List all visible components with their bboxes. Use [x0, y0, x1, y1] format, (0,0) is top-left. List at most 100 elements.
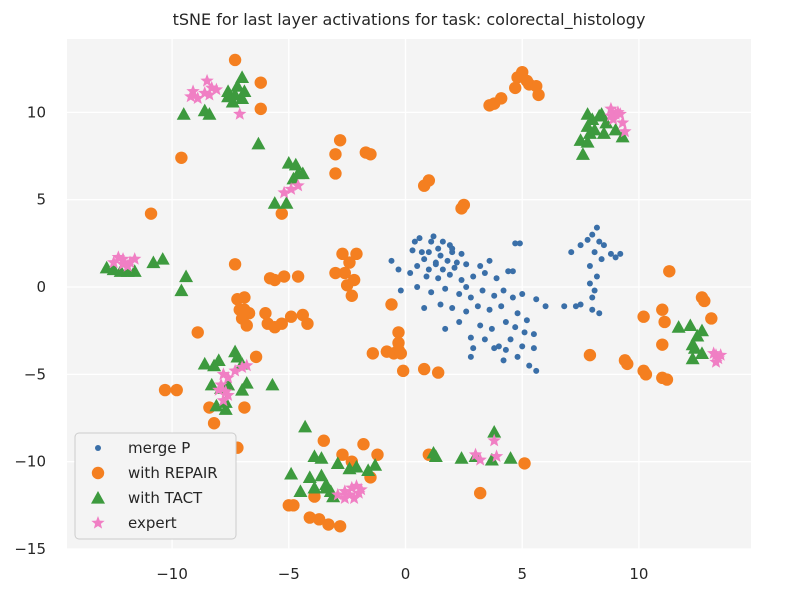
- data-point: [526, 362, 533, 369]
- data-point: [303, 511, 316, 524]
- data-point: [116, 257, 130, 270]
- data-point: [428, 289, 435, 296]
- data-point: [612, 254, 619, 261]
- data-point: [228, 53, 242, 67]
- data-point: [439, 238, 446, 245]
- legend-marker: [91, 491, 105, 504]
- data-point: [596, 126, 611, 139]
- data-point: [314, 468, 329, 482]
- data-point: [449, 245, 456, 252]
- data-point: [254, 102, 267, 116]
- data-point: [326, 489, 341, 503]
- data-point: [516, 240, 523, 247]
- data-point: [214, 377, 228, 391]
- data-point: [532, 88, 545, 102]
- legend-label: expert: [128, 514, 177, 532]
- data-point: [467, 353, 474, 360]
- data-point: [463, 261, 470, 268]
- data-point: [593, 224, 600, 231]
- data-point: [600, 242, 607, 249]
- data-point: [414, 263, 421, 270]
- data-point: [333, 134, 347, 147]
- data-point: [221, 388, 235, 401]
- data-point: [235, 91, 250, 104]
- data-point: [477, 322, 484, 329]
- data-point: [474, 486, 487, 500]
- data-point: [228, 258, 242, 271]
- data-point: [388, 257, 395, 264]
- data-point: [308, 490, 321, 503]
- data-point: [615, 129, 630, 143]
- data-point: [583, 348, 597, 362]
- data-point: [500, 357, 507, 364]
- data-point: [660, 373, 674, 386]
- data-point: [198, 86, 212, 99]
- data-point: [191, 326, 204, 339]
- data-point: [456, 291, 463, 297]
- data-point: [618, 124, 632, 138]
- data-point: [417, 179, 431, 192]
- data-point: [221, 370, 235, 384]
- data-point: [500, 287, 507, 294]
- data-point: [656, 303, 669, 316]
- data-point: [608, 122, 623, 136]
- data-point: [442, 285, 449, 292]
- data-point: [207, 417, 221, 430]
- data-point: [423, 273, 430, 280]
- data-point: [345, 480, 359, 494]
- data-point: [519, 343, 526, 350]
- data-point: [191, 91, 205, 105]
- data-point: [442, 325, 449, 332]
- data-point: [291, 178, 305, 192]
- data-point: [514, 310, 521, 317]
- data-point: [340, 279, 354, 292]
- data-point: [568, 249, 575, 256]
- data-point: [385, 298, 398, 311]
- data-point: [331, 487, 345, 501]
- data-point: [598, 256, 605, 263]
- data-point: [561, 303, 568, 310]
- legend: merge P with REPAIR with TACT expert: [74, 432, 237, 540]
- data-point: [330, 456, 345, 470]
- data-point: [411, 238, 418, 245]
- data-point: [392, 336, 405, 350]
- data-point: [421, 256, 428, 263]
- data-point: [671, 320, 686, 333]
- data-point: [366, 347, 380, 360]
- x-tick-label: 5: [517, 565, 527, 583]
- data-point: [336, 448, 349, 461]
- series-with-tact: [99, 70, 709, 503]
- data-point: [414, 284, 421, 291]
- data-point: [293, 484, 308, 497]
- data-point: [314, 451, 329, 464]
- data-point: [658, 315, 671, 329]
- data-point: [216, 367, 231, 381]
- data-point: [594, 107, 609, 120]
- data-point: [277, 185, 291, 199]
- data-point: [338, 484, 352, 498]
- data-point: [577, 301, 584, 308]
- data-point: [128, 252, 142, 265]
- data-point: [437, 301, 444, 308]
- data-point: [431, 366, 445, 379]
- legend-label: with TACT: [128, 489, 203, 507]
- data-point: [212, 383, 226, 396]
- y-tick-label: −5: [24, 365, 46, 383]
- data-point: [484, 452, 499, 466]
- data-point: [518, 457, 531, 470]
- data-point: [170, 383, 183, 397]
- x-tick-label: −10: [156, 565, 188, 583]
- data-point: [467, 334, 474, 341]
- data-point: [259, 307, 272, 320]
- data-point: [463, 308, 470, 315]
- data-point: [435, 245, 442, 252]
- data-point: [179, 269, 194, 283]
- data-point: [503, 451, 518, 464]
- data-point: [473, 452, 487, 466]
- data-point: [615, 115, 630, 129]
- data-point: [519, 291, 526, 297]
- data-point: [591, 249, 598, 256]
- data-point: [361, 463, 376, 477]
- data-point: [639, 368, 653, 381]
